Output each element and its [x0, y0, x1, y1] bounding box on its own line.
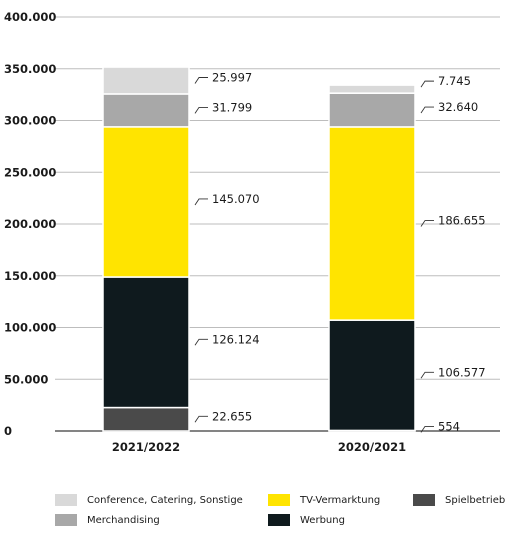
data-label-leader	[420, 371, 434, 379]
y-tick-label: 400.000	[4, 10, 56, 24]
data-label-leader	[420, 80, 434, 88]
bar-segment	[102, 406, 190, 432]
data-label-leader	[420, 425, 434, 433]
data-label-leader	[194, 338, 208, 346]
data-label-leader	[194, 106, 208, 114]
bar-segment	[328, 92, 416, 128]
bar-segment	[102, 276, 190, 409]
data-label: 554	[438, 419, 460, 433]
data-label: 186.655	[438, 214, 486, 228]
data-label: 126.124	[212, 332, 260, 346]
y-tick-label: 250.000	[4, 165, 56, 179]
y-tick-label: 100.000	[4, 321, 56, 335]
data-label: 106.577	[438, 365, 486, 379]
bar-segment	[328, 319, 416, 432]
data-label-leader	[420, 220, 434, 227]
y-tick-label: 150.000	[4, 269, 56, 283]
x-category-label: 2021/2022	[112, 440, 180, 454]
y-tick-label: 50.000	[4, 372, 48, 386]
x-category-label: 2020/2021	[338, 440, 406, 454]
data-label: 32.640	[438, 100, 478, 114]
data-label: 145.070	[212, 192, 260, 206]
y-tick-label: 300.000	[4, 114, 56, 128]
x-axis-categories: 2021/2022 2020/2021	[112, 440, 406, 454]
data-label-leader	[194, 198, 208, 206]
data-label-leader	[194, 415, 208, 423]
y-tick-label: 0	[4, 424, 12, 438]
y-tick-label: 200.000	[4, 217, 56, 231]
bar-segment	[328, 126, 416, 321]
bars	[102, 66, 416, 432]
data-label: 31.799	[212, 100, 252, 114]
data-label-leader	[420, 106, 434, 114]
data-label: 7.745	[438, 74, 471, 88]
y-tick-label: 350.000	[4, 62, 56, 76]
data-label: 25.997	[212, 71, 252, 85]
data-label: 22.655	[212, 409, 252, 423]
bar-segment	[102, 93, 190, 128]
bar-segment	[328, 84, 416, 94]
y-axis-ticks: 0 50.000 100.000 150.000 200.000 250.000 300.0…	[4, 10, 56, 438]
data-labels: 22.655 126.124 145.070 31.799 25.997 554 106.5…	[194, 71, 486, 433]
bar-segment	[102, 66, 190, 95]
bar-segment	[102, 126, 190, 278]
data-label-leader	[194, 77, 208, 84]
